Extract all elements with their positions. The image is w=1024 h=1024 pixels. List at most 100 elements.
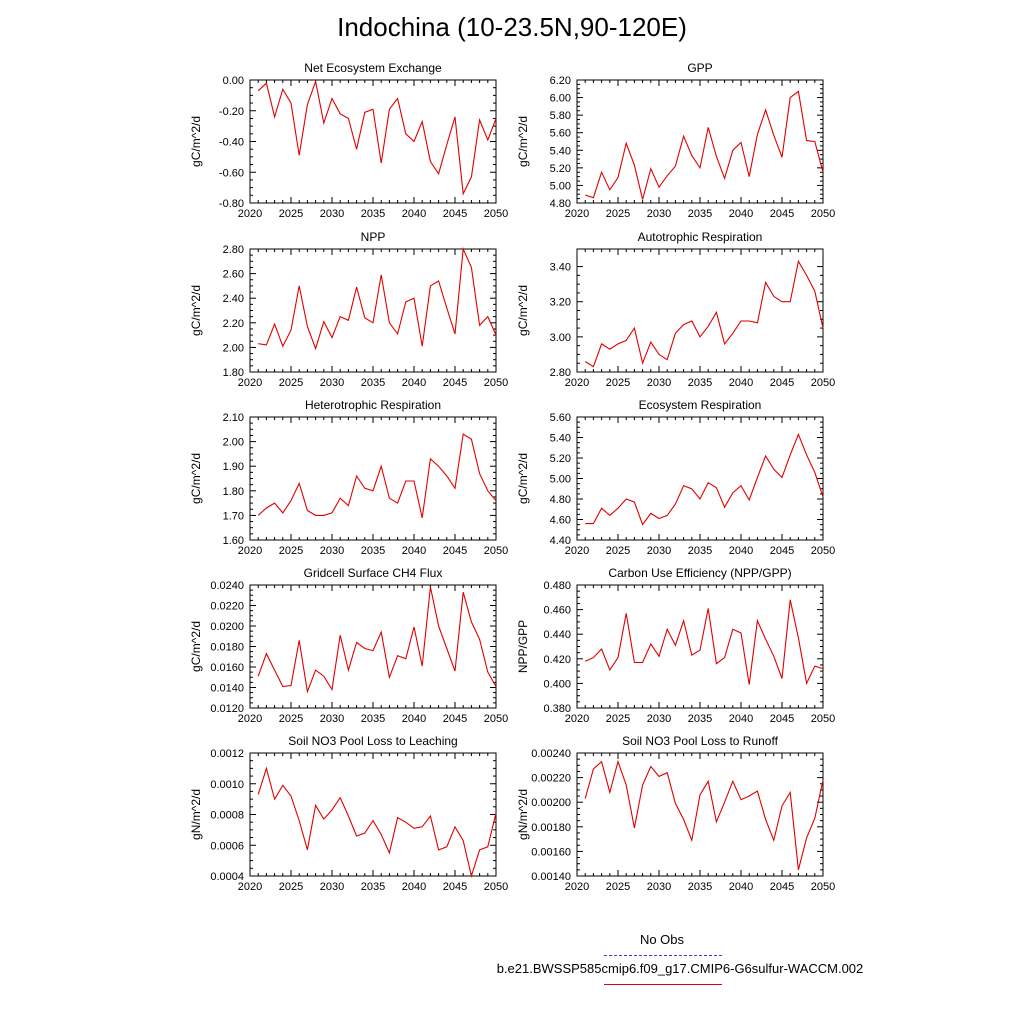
chart-9-ytick-label: 0.0006 <box>210 840 244 852</box>
chart-1-xtick-label: 2050 <box>484 208 508 220</box>
chart-1-xtick-label: 2045 <box>443 208 467 220</box>
chart-10-xtick-label: 2050 <box>811 881 835 893</box>
chart-9-ytick-label: 0.0004 <box>210 871 244 883</box>
chart-6-xtick-label: 2030 <box>647 545 671 557</box>
chart-9-ytick-label: 0.0012 <box>210 748 244 760</box>
chart-5-ytick-label: 2.10 <box>223 412 244 424</box>
chart-1-series-line <box>257 79 497 196</box>
chart-6: Ecosystem Respiration gC/m^2/d 2020 2025 203… <box>516 398 835 557</box>
chart-6-ytick-label: 4.40 <box>550 535 571 547</box>
chart-1-frame <box>249 79 497 204</box>
chart-1-ytick-label: -0.20 <box>219 106 244 118</box>
chart-5-ytick-label: 1.80 <box>223 486 244 498</box>
chart-6-ytick-label: 4.60 <box>550 515 571 527</box>
chart-3-ytick-label: 2.00 <box>223 342 244 354</box>
chart-6-xtick-label: 2025 <box>606 545 630 557</box>
chart-9-xtick-label: 2050 <box>484 881 508 893</box>
chart-4-frame <box>576 248 824 373</box>
chart-9-xtick-label: 2020 <box>238 881 262 893</box>
chart-2-xtick-label: 2050 <box>811 208 835 220</box>
chart-7-ylabel: gC/m^2/d <box>189 621 203 672</box>
chart-7: Gridcell Surface CH4 Flux gC/m^2/d 2020 202… <box>189 566 508 725</box>
chart-6-xtick-label: 2050 <box>811 545 835 557</box>
chart-3: NPP gC/m^2/d 2020 2025 2030 2035 2040 2045 2050 1… <box>189 230 508 389</box>
chart-2-xtick-label: 2045 <box>770 208 794 220</box>
chart-8-xtick-label: 2045 <box>770 713 794 725</box>
chart-5-xtick-label: 2030 <box>320 545 344 557</box>
chart-4-ytick-label: 2.80 <box>550 367 571 379</box>
legend-model-line <box>604 984 722 985</box>
chart-5-xtick-label: 2020 <box>238 545 262 557</box>
chart-7-xtick-label: 2020 <box>238 713 262 725</box>
chart-1-title: Net Ecosystem Exchange <box>304 61 442 75</box>
legend-model-label: b.e21.BWSSP585cmip6.f09_g17.CMIP6-G6sulf… <box>496 961 864 976</box>
chart-2: GPP gC/m^2/d 2020 2025 2030 2035 2040 2045 2050 4… <box>516 61 835 220</box>
chart-9-ytick-label: 0.0008 <box>210 810 244 822</box>
chart-9-xtick-label: 2035 <box>361 881 385 893</box>
chart-6-ylabel: gC/m^2/d <box>516 453 530 504</box>
chart-8-xtick-label: 2020 <box>565 713 589 725</box>
chart-9-frame <box>249 752 497 877</box>
chart-1-xtick-label: 2040 <box>402 208 426 220</box>
chart-7-ytick-label: 0.0180 <box>210 642 244 654</box>
chart-3-xtick-label: 2025 <box>279 377 303 389</box>
chart-2-xtick-label: 2025 <box>606 208 630 220</box>
chart-10-ytick-label: 0.00180 <box>531 822 571 834</box>
chart-3-ytick-label: 2.60 <box>223 269 244 281</box>
chart-10-ytick-label: 0.00140 <box>531 871 571 883</box>
chart-10-ytick-label: 0.00200 <box>531 797 571 809</box>
chart-8-ytick-label: 0.420 <box>543 654 571 666</box>
chart-3-xtick-label: 2020 <box>238 377 262 389</box>
chart-7-xtick-label: 2045 <box>443 713 467 725</box>
chart-7-ytick-label: 0.0140 <box>210 683 244 695</box>
chart-5-ytick-label: 1.60 <box>223 535 244 547</box>
chart-4-ylabel: gC/m^2/d <box>516 285 530 336</box>
chart-3-ytick-label: 2.40 <box>223 293 244 305</box>
chart-3-title: NPP <box>361 230 386 244</box>
chart-8-ytick-label: 0.440 <box>543 629 571 641</box>
chart-10-xtick-label: 2025 <box>606 881 630 893</box>
chart-5-ytick-label: 2.00 <box>223 437 244 449</box>
chart-8-ylabel: NPP/GPP <box>516 620 530 673</box>
chart-2-xtick-label: 2040 <box>729 208 753 220</box>
chart-7-series-line <box>257 586 497 694</box>
chart-2-xtick-label: 2030 <box>647 208 671 220</box>
chart-10-xtick-label: 2045 <box>770 881 794 893</box>
chart-7-ytick-label: 0.0240 <box>210 580 244 592</box>
chart-5-xtick-label: 2045 <box>443 545 467 557</box>
chart-10-xtick-label: 2035 <box>688 881 712 893</box>
chart-10-xtick-label: 2030 <box>647 881 671 893</box>
chart-4-ytick-label: 3.00 <box>550 332 571 344</box>
chart-2-xtick-label: 2035 <box>688 208 712 220</box>
chart-1-xtick-label: 2030 <box>320 208 344 220</box>
chart-6-xtick-label: 2040 <box>729 545 753 557</box>
chart-10-ytick-label: 0.00240 <box>531 748 571 760</box>
chart-10-ylabel: gN/m^2/d <box>516 789 530 840</box>
chart-10-ytick-label: 0.00220 <box>531 773 571 785</box>
chart-1-xtick-label: 2035 <box>361 208 385 220</box>
chart-9-xtick-label: 2030 <box>320 881 344 893</box>
chart-10: Soil NO3 Pool Loss to Runoff gN/m^2/d 2020… <box>516 734 835 893</box>
chart-5-xtick-label: 2035 <box>361 545 385 557</box>
chart-7-frame <box>249 584 497 709</box>
chart-7-xtick-label: 2035 <box>361 713 385 725</box>
chart-1-ytick-label: -0.40 <box>219 137 244 149</box>
chart-2-ytick-label: 6.00 <box>550 93 571 105</box>
chart-4-xtick-label: 2045 <box>770 377 794 389</box>
chart-7-xtick-label: 2030 <box>320 713 344 725</box>
chart-10-xtick-label: 2040 <box>729 881 753 893</box>
chart-1-xtick-label: 2020 <box>238 208 262 220</box>
chart-10-xtick-label: 2020 <box>565 881 589 893</box>
chart-7-ytick-label: 0.0120 <box>210 703 244 715</box>
chart-1-ytick-label: -0.60 <box>219 167 244 179</box>
chart-3-frame <box>249 248 497 373</box>
chart-1-ytick-label: 0.00 <box>223 75 244 87</box>
chart-2-ytick-label: 5.40 <box>550 145 571 157</box>
chart-9: Soil NO3 Pool Loss to Leaching gN/m^2/d 20… <box>189 734 508 893</box>
chart-6-title: Ecosystem Respiration <box>639 398 762 412</box>
chart-1-xtick-label: 2025 <box>279 208 303 220</box>
chart-7-ytick-label: 0.0160 <box>210 662 244 674</box>
chart-6-xtick-label: 2035 <box>688 545 712 557</box>
chart-9-xtick-label: 2025 <box>279 881 303 893</box>
